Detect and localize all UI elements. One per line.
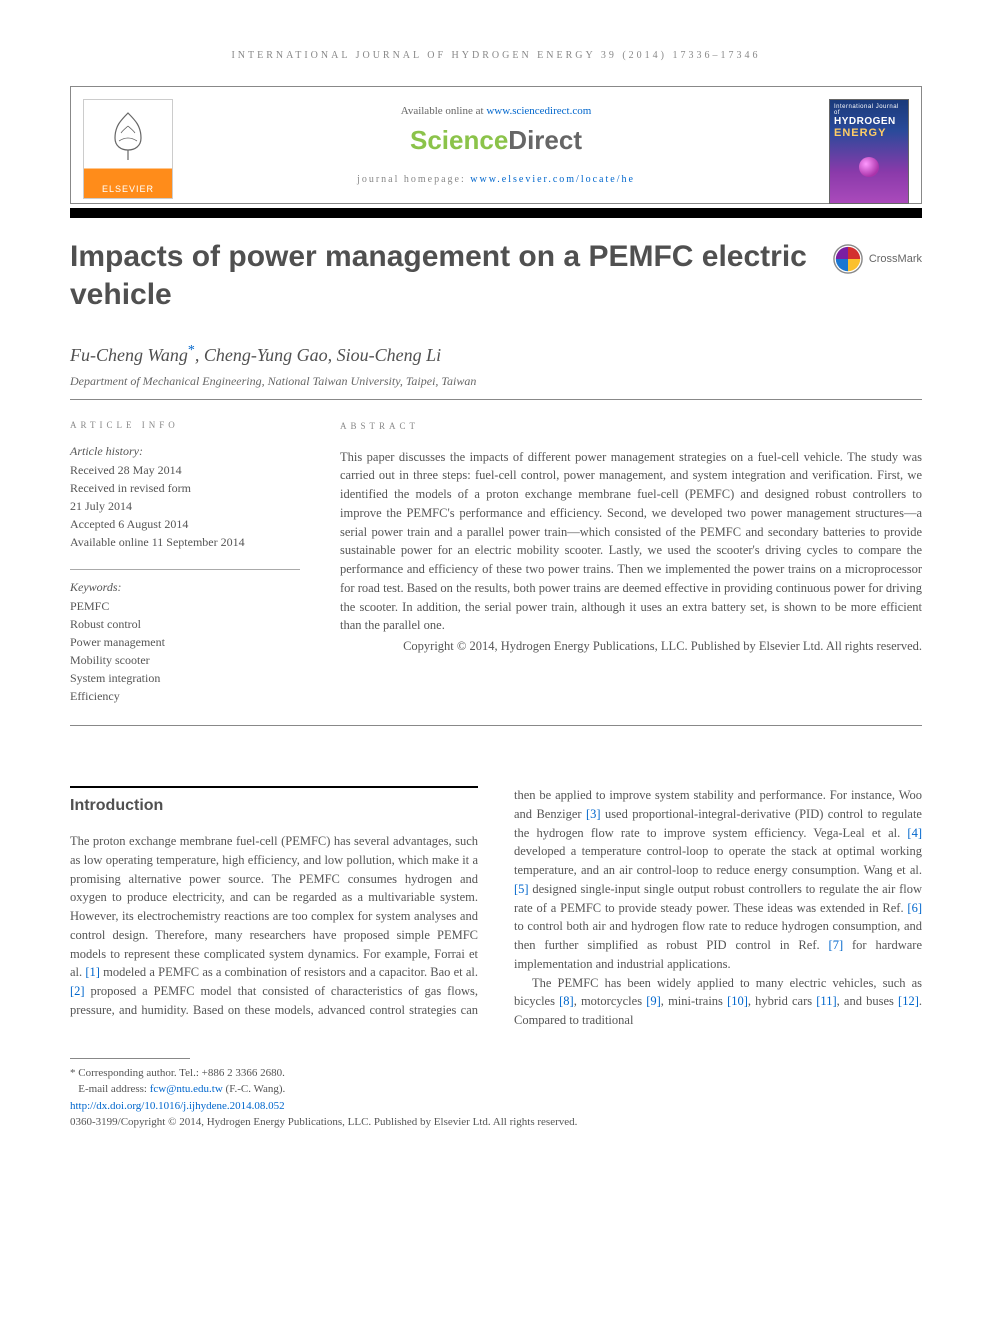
author-names-rest: , Cheng-Yung Gao, Siou-Cheng Li xyxy=(195,345,441,365)
abstract: abstract This paper discusses the impact… xyxy=(340,420,922,705)
elsevier-tree-icon xyxy=(103,108,153,163)
abstract-copyright: Copyright © 2014, Hydrogen Energy Public… xyxy=(340,637,922,656)
intro-paragraph: The PEMFC has been widely applied to man… xyxy=(514,974,922,1030)
sciencedirect-logo: ScienceDirect xyxy=(211,125,781,156)
doi-link[interactable]: http://dx.doi.org/10.1016/j.ijhydene.201… xyxy=(70,1098,922,1115)
authors: Fu-Cheng Wang*, Cheng-Yung Gao, Siou-Che… xyxy=(70,343,922,366)
running-head: international journal of hydrogen energy… xyxy=(70,50,922,61)
journal-header: ELSEVIER International Journal of HYDROG… xyxy=(70,86,922,204)
affiliation: Department of Mechanical Engineering, Na… xyxy=(70,374,922,389)
email-label: E-mail address: xyxy=(78,1083,149,1095)
title-rule xyxy=(70,208,922,218)
rule xyxy=(70,399,922,400)
citation-link[interactable]: [6] xyxy=(907,901,922,915)
issn-copyright: 0360-3199/Copyright © 2014, Hydrogen Ene… xyxy=(70,1114,922,1131)
corresponding-marker: * xyxy=(188,343,195,358)
elsevier-label: ELSEVIER xyxy=(102,184,154,194)
keyword: Efficiency xyxy=(70,687,300,705)
keyword: Power management xyxy=(70,633,300,651)
journal-cover-thumb: International Journal of HYDROGEN ENERGY xyxy=(829,99,909,204)
sd-part1: Science xyxy=(410,125,508,155)
keyword: PEMFC xyxy=(70,597,300,615)
text: , hybrid cars xyxy=(748,994,816,1008)
text: modeled a PEMFC as a combination of resi… xyxy=(100,965,478,979)
crossmark-icon xyxy=(833,244,863,274)
citation-link[interactable]: [11] xyxy=(816,994,836,1008)
text: The proton exchange membrane fuel-cell (… xyxy=(70,834,478,979)
corresponding-author: * Corresponding author. Tel.: +886 2 336… xyxy=(70,1065,922,1082)
info-label: article info xyxy=(70,420,300,430)
email-line: E-mail address: fcw@ntu.edu.tw (F.-C. Wa… xyxy=(70,1081,922,1098)
crossmark-label: CrossMark xyxy=(869,253,922,265)
text: designed single-input single output robu… xyxy=(514,882,922,915)
text: developed a temperature control-loop to … xyxy=(514,844,922,877)
article-info: article info Article history: Received 2… xyxy=(70,420,300,705)
footnotes: * Corresponding author. Tel.: +886 2 336… xyxy=(70,1065,922,1131)
homepage-link[interactable]: www.elsevier.com/locate/he xyxy=(470,174,635,185)
history-line: 21 July 2014 xyxy=(70,497,300,515)
cover-line3: ENERGY xyxy=(834,127,904,139)
available-online: Available online at www.sciencedirect.co… xyxy=(211,105,781,117)
text: , motorcycles xyxy=(574,994,647,1008)
cover-line2: HYDROGEN xyxy=(834,116,904,127)
citation-link[interactable]: [1] xyxy=(85,965,100,979)
citation-link[interactable]: [4] xyxy=(907,826,922,840)
footnote-rule xyxy=(70,1058,190,1059)
abstract-body: This paper discusses the impacts of diff… xyxy=(340,448,922,636)
history-head: Article history: xyxy=(70,444,300,459)
email-suffix: (F.-C. Wang). xyxy=(223,1083,286,1095)
keywords-block: Keywords: PEMFC Robust control Power man… xyxy=(70,569,300,705)
keywords-head: Keywords: xyxy=(70,580,300,595)
available-prefix: Available online at xyxy=(401,105,487,117)
keyword: Robust control xyxy=(70,615,300,633)
history-line: Accepted 6 August 2014 xyxy=(70,515,300,533)
citation-link[interactable]: [9] xyxy=(646,994,661,1008)
abstract-label: abstract xyxy=(340,420,922,434)
keyword: Mobility scooter xyxy=(70,651,300,669)
email-link[interactable]: fcw@ntu.edu.tw xyxy=(150,1083,223,1095)
info-abstract-row: article info Article history: Received 2… xyxy=(70,420,922,705)
keyword: System integration xyxy=(70,669,300,687)
text: , mini-trains xyxy=(661,994,727,1008)
history-line: Received 28 May 2014 xyxy=(70,461,300,479)
history-line: Received in revised form xyxy=(70,479,300,497)
elsevier-logo: ELSEVIER xyxy=(83,99,173,199)
citation-link[interactable]: [7] xyxy=(829,938,844,952)
cover-orb-icon xyxy=(859,157,879,177)
cover-line1: International Journal of xyxy=(834,104,904,116)
rule xyxy=(70,725,922,726)
title-row: Impacts of power management on a PEMFC e… xyxy=(70,238,922,313)
citation-link[interactable]: [12] xyxy=(898,994,919,1008)
citation-link[interactable]: [10] xyxy=(727,994,748,1008)
journal-homepage: journal homepage: www.elsevier.com/locat… xyxy=(211,174,781,185)
crossmark-badge[interactable]: CrossMark xyxy=(833,238,922,274)
history-line: Available online 11 September 2014 xyxy=(70,533,300,551)
body-columns: Introduction The proton exchange membran… xyxy=(70,786,922,1030)
sd-part2: Direct xyxy=(508,125,582,155)
sciencedirect-link[interactable]: www.sciencedirect.com xyxy=(486,105,591,117)
citation-link[interactable]: [2] xyxy=(70,984,85,998)
citation-link[interactable]: [3] xyxy=(586,807,601,821)
homepage-prefix: journal homepage: xyxy=(357,174,470,185)
article-title: Impacts of power management on a PEMFC e… xyxy=(70,238,813,313)
citation-link[interactable]: [8] xyxy=(559,994,574,1008)
author-names: Fu-Cheng Wang xyxy=(70,345,188,365)
text: , and buses xyxy=(837,994,898,1008)
citation-link[interactable]: [5] xyxy=(514,882,529,896)
introduction-heading: Introduction xyxy=(70,786,478,818)
